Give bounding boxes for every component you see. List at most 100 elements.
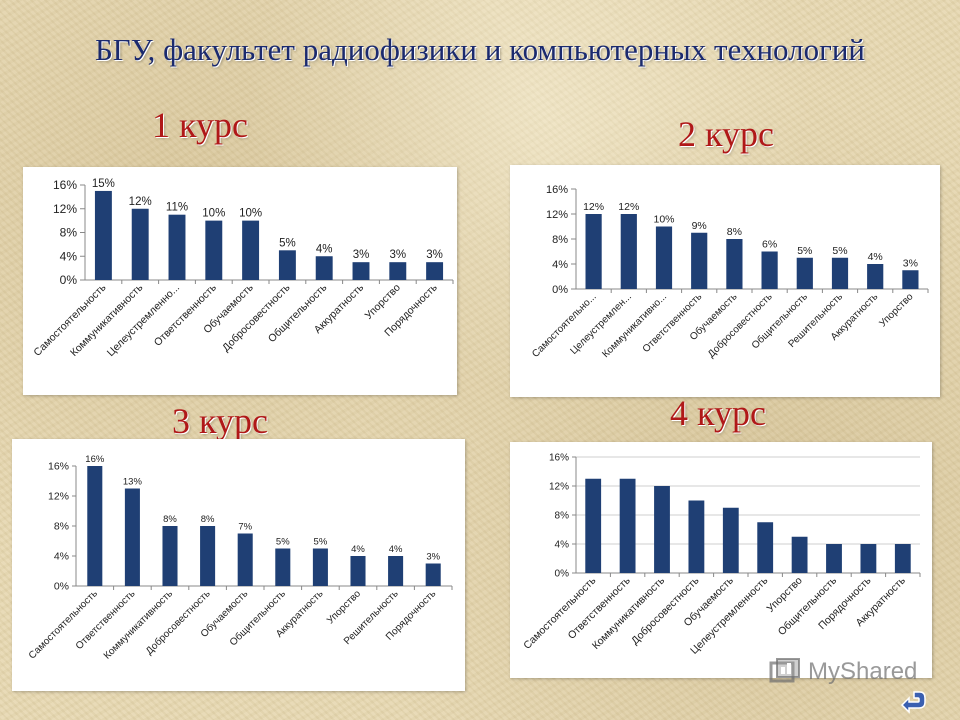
bar (894, 544, 911, 573)
x-tick-label: Коммуникативно... (600, 291, 669, 360)
y-tick-label: 12% (549, 482, 569, 493)
bar (425, 563, 441, 586)
bar (585, 478, 602, 573)
bar-chart-course-4: 0%4%8%12%16%СамостоятельностьОтветственн… (521, 453, 921, 657)
data-label: 5% (276, 537, 290, 548)
x-tick-label: Самостоятельно... (530, 291, 599, 360)
bar (831, 257, 849, 289)
data-label: 3% (389, 249, 406, 261)
y-tick-label: 8% (60, 226, 78, 240)
bar (278, 250, 296, 280)
data-label: 8% (163, 514, 177, 525)
myshared-logo-icon (769, 658, 800, 683)
data-label: 12% (129, 196, 152, 208)
chart-3-title: 3 курс (172, 401, 268, 441)
y-tick-label: 16% (48, 461, 69, 473)
x-tick-label: Добросовестность (143, 588, 212, 657)
data-label: 10% (202, 208, 225, 220)
x-tick-label: Целеустремлен... (568, 291, 634, 357)
bar (315, 256, 333, 280)
bar (826, 544, 842, 573)
data-label: 10% (239, 208, 262, 220)
data-label: 7% (238, 522, 252, 533)
data-label: 13% (123, 477, 143, 488)
bar (275, 548, 291, 586)
y-tick-label: 0% (54, 581, 69, 593)
bar (312, 548, 328, 586)
bar (585, 214, 602, 289)
y-tick-label: 8% (555, 511, 570, 522)
y-tick-label: 0% (555, 569, 570, 580)
data-label: 3% (426, 249, 443, 261)
x-tick-label: Общительность (776, 574, 840, 638)
y-tick-label: 4% (555, 540, 570, 551)
chart-1-title: 1 курс (152, 105, 248, 145)
x-tick-label: Упорство (325, 588, 363, 626)
bar (619, 478, 636, 573)
bar (867, 264, 884, 289)
data-label: 11% (166, 202, 188, 214)
y-tick-label: 0% (552, 284, 568, 296)
data-label: 9% (692, 220, 707, 232)
y-tick-label: 12% (53, 202, 77, 216)
bar (726, 239, 743, 289)
data-label: 4% (868, 251, 883, 263)
bar (168, 214, 186, 280)
y-tick-label: 4% (54, 551, 69, 563)
data-label: 8% (727, 226, 742, 238)
bar (655, 226, 673, 289)
data-label: 3% (903, 257, 918, 269)
bar (860, 544, 877, 573)
bar (87, 466, 103, 586)
y-tick-label: 16% (53, 178, 77, 192)
bar (131, 208, 149, 280)
chart-panel-course-2: 0% 4% 8% 12% 16% 12% Самостоятельно... 12% Целеу… (510, 165, 940, 397)
data-label: 4% (316, 243, 333, 255)
y-tick-label: 4% (552, 259, 568, 271)
x-tick-label: Добросовестность (705, 291, 774, 360)
bar (389, 262, 407, 280)
bar (352, 262, 370, 280)
bar (426, 262, 444, 280)
bar (902, 270, 919, 289)
data-label: 6% (762, 239, 777, 251)
bar-chart-course-3: 0%4%8%12%16%16%Самостоятельность13%Ответ… (27, 454, 453, 662)
return-arrow-icon[interactable] (900, 688, 926, 714)
y-tick-label: 4% (60, 249, 78, 263)
y-tick-label: 8% (552, 234, 568, 246)
data-label: 10% (653, 214, 674, 226)
bar (162, 526, 178, 586)
chart-panel-course-4: 0% 4% 8% 12% 16% Самостоятельность Ответственн… (510, 442, 932, 678)
y-tick-label: 16% (549, 453, 569, 464)
bar (124, 488, 140, 586)
bar (94, 190, 112, 280)
bar (761, 251, 778, 289)
data-label: 16% (85, 454, 105, 465)
watermark-text: MyShared (808, 658, 918, 685)
bar (691, 232, 708, 289)
chart-4-title: 4 курс (670, 393, 766, 433)
bar (237, 533, 253, 586)
y-tick-label: 12% (48, 491, 69, 503)
data-label: 4% (389, 544, 403, 555)
bar (791, 536, 808, 573)
data-label: 4% (351, 544, 365, 555)
data-label: 3% (353, 249, 370, 261)
y-tick-label: 0% (60, 273, 78, 287)
bar (388, 556, 404, 586)
data-label: 3% (426, 552, 440, 563)
x-tick-label: Ответственность (566, 574, 634, 642)
data-label: 12% (618, 201, 639, 213)
bar (796, 257, 813, 289)
bar (242, 220, 260, 280)
x-tick-label: Упорство (877, 291, 915, 329)
bar (205, 220, 223, 280)
data-label: 8% (201, 514, 215, 525)
data-label: 5% (314, 537, 328, 548)
y-tick-label: 16% (546, 184, 568, 196)
bar (620, 214, 637, 289)
bar (722, 507, 739, 573)
chart-panel-course-3: 0% 4% 8% 12% 16% 16% Самостоятельность 13% Ответ… (12, 439, 465, 691)
x-tick-label: Ответственность (152, 281, 220, 349)
data-label: 5% (832, 245, 847, 257)
